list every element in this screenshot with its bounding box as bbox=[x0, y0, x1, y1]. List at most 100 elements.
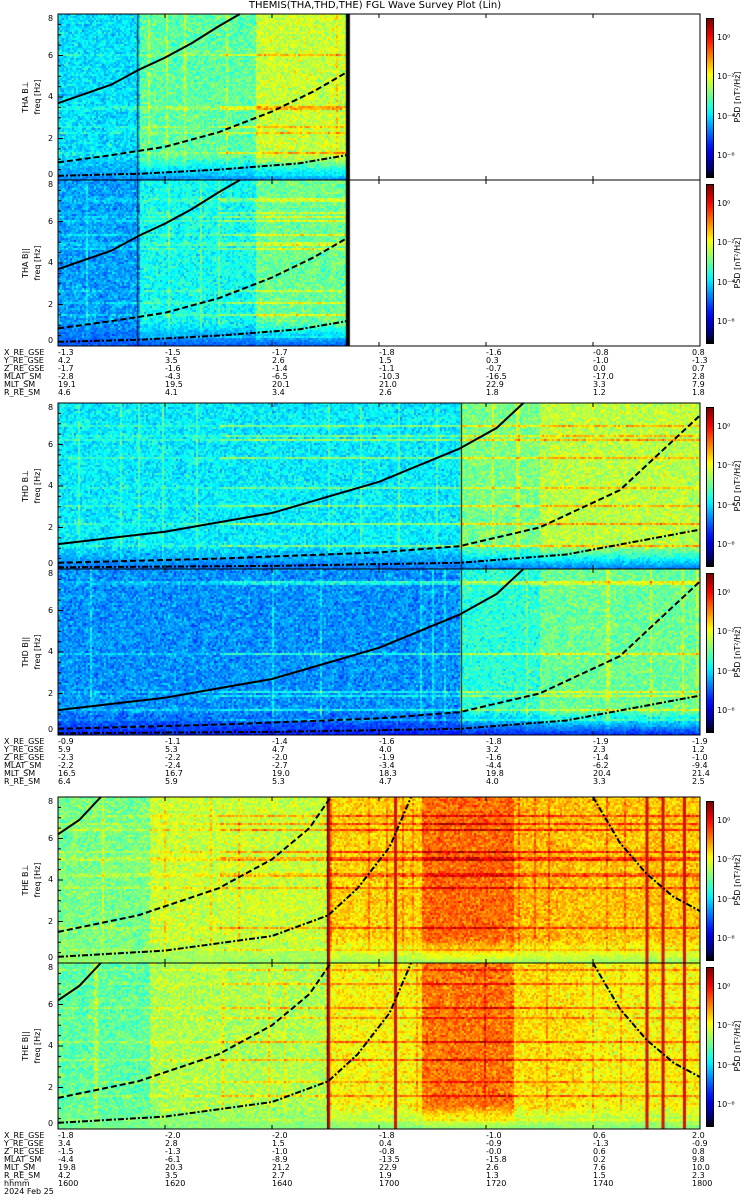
ephemeris-value: -1.0 bbox=[593, 356, 609, 365]
ephemeris-value: 19.8 bbox=[486, 769, 504, 778]
ephemeris-label: MLT_SM bbox=[4, 1163, 36, 1172]
ephemeris-value: 2.6 bbox=[486, 1163, 499, 1172]
ephemeris-value: -1.5 bbox=[165, 348, 181, 357]
colorbar-tick-label: 10⁻⁶ bbox=[717, 151, 735, 161]
ephemeris-value: 0.3 bbox=[486, 356, 499, 365]
panel-overlay bbox=[57, 962, 701, 1130]
frequency-curve-solid bbox=[57, 568, 525, 712]
ephemeris-value: -2.7 bbox=[272, 761, 288, 770]
ephemeris-value: -1.9 bbox=[593, 737, 609, 746]
ephemeris-value: -4.4 bbox=[486, 761, 502, 770]
colorbar-tick-label: 10⁻⁴ bbox=[717, 894, 735, 904]
frequency-curve-dashdot bbox=[57, 962, 413, 1124]
panel-overlay bbox=[57, 179, 701, 347]
ephemeris-value: -1.7 bbox=[272, 348, 288, 357]
colorbar-tick-label: 10⁻⁶ bbox=[717, 317, 735, 327]
y-axis-label: freq [Hz] bbox=[33, 634, 42, 670]
ephemeris-value: -2.0 bbox=[272, 1131, 288, 1140]
ephemeris-value: -2.4 bbox=[165, 761, 181, 770]
frequency-curve-dashed bbox=[57, 71, 348, 164]
ephemeris-value: -0.8 bbox=[379, 1147, 395, 1156]
ephemeris-value: 1.8 bbox=[486, 388, 499, 397]
colorbar-label: PSD [nT²/Hz] bbox=[733, 626, 742, 678]
ephemeris-value: -10.3 bbox=[379, 372, 400, 381]
colorbar-label: PSD [nT²/Hz] bbox=[733, 237, 742, 289]
panel-overlay bbox=[57, 796, 701, 964]
colorbar-tick-label: 10⁰ bbox=[717, 198, 731, 208]
y-tick-label: 8 bbox=[48, 569, 54, 578]
y-tick-label: 4 bbox=[48, 875, 54, 884]
frequency-curve-solid bbox=[57, 402, 525, 546]
ephemeris-value: 3.3 bbox=[593, 380, 606, 389]
ephemeris-value: -4.3 bbox=[165, 372, 181, 381]
y-tick-label: 2 bbox=[48, 133, 54, 143]
ephemeris-value: -13.5 bbox=[379, 1155, 400, 1164]
ephemeris-value: 0.0 bbox=[593, 364, 606, 373]
y-axis-label: freq [Hz] bbox=[33, 79, 42, 115]
spectrogram-thd-bpar bbox=[58, 569, 700, 735]
y-tick-label: 4 bbox=[48, 1041, 54, 1050]
ephemeris-value: 19.0 bbox=[272, 769, 290, 778]
ephemeris-value: 3.3 bbox=[593, 777, 606, 786]
ephemeris-label: MLAT_SM bbox=[4, 761, 42, 770]
ephemeris-value: -6.2 bbox=[593, 761, 609, 770]
colorbar-tick-label: 10⁰ bbox=[717, 815, 731, 825]
ephemeris-label: MLAT_SM bbox=[4, 372, 42, 381]
panel-overlay bbox=[57, 402, 701, 570]
ephemeris-label: MLAT_SM bbox=[4, 1155, 42, 1164]
frequency-curve-dashdot bbox=[592, 962, 701, 1078]
plot-title: THEMIS(THA,THD,THE) FGL Wave Survey Plot… bbox=[248, 0, 502, 11]
ephemeris-value: 4.7 bbox=[379, 777, 392, 786]
spectrogram-the-bperp bbox=[58, 797, 700, 963]
colorbar-tick-label: 10⁻⁶ bbox=[717, 706, 735, 716]
ephemeris-value: 2.7 bbox=[272, 1171, 285, 1180]
ephemeris-value: 4.2 bbox=[58, 1171, 71, 1180]
spectrogram-tha-bpar bbox=[58, 180, 700, 346]
ephemeris-value: 18.3 bbox=[379, 769, 397, 778]
ephemeris-value: -0.9 bbox=[692, 1139, 708, 1148]
y-axis-label: freq [Hz] bbox=[33, 1028, 42, 1064]
ephemeris-value: 21.0 bbox=[379, 380, 397, 389]
colorbar bbox=[706, 184, 714, 344]
ephemeris-value: -1.7 bbox=[58, 364, 74, 373]
y-tick-label: 4 bbox=[48, 258, 54, 267]
y-tick-label: 2 bbox=[48, 1082, 54, 1092]
y-axis-label: freq [Hz] bbox=[33, 245, 42, 281]
y-tick-label: 8 bbox=[48, 403, 54, 412]
ephemeris-value: 3.4 bbox=[58, 1139, 71, 1148]
ephemeris-value: -1.1 bbox=[165, 737, 181, 746]
ephemeris-label: Z_RE_GSE bbox=[4, 753, 45, 762]
ephemeris-value: 0.8 bbox=[692, 1147, 705, 1156]
ephemeris-value: -1.9 bbox=[692, 737, 708, 746]
panel-label: THE B|| bbox=[21, 1031, 30, 1061]
y-tick-label: 6 bbox=[48, 999, 54, 1009]
ephemeris-value: -1.4 bbox=[272, 364, 288, 373]
ephemeris-value: 2.0 bbox=[692, 1131, 705, 1140]
colorbar-tick-label: 10⁻² bbox=[717, 627, 735, 637]
colorbar bbox=[706, 801, 714, 961]
colorbar-tick-label: 10⁻⁴ bbox=[717, 666, 735, 676]
frequency-curve-dashdot bbox=[57, 154, 348, 177]
ephemeris-value: -2.8 bbox=[58, 372, 74, 381]
ephemeris-value: 1740 bbox=[593, 1179, 614, 1188]
spectrogram-tha-bperp bbox=[58, 14, 700, 180]
ephemeris-value: 1640 bbox=[272, 1179, 293, 1188]
ephemeris-label: Y_RE_GSE bbox=[4, 356, 44, 365]
ephemeris-label: R_RE_SM bbox=[4, 388, 41, 397]
ephemeris-value: -0.0 bbox=[486, 1147, 502, 1156]
ephemeris-value: 20.3 bbox=[165, 1163, 183, 1172]
colorbar-tick-label: 10⁻⁴ bbox=[717, 277, 735, 287]
ephemeris-value: -1.4 bbox=[272, 737, 288, 746]
ephemeris-value: -1.3 bbox=[165, 1147, 181, 1156]
ephemeris-value: 1.3 bbox=[486, 1171, 499, 1180]
ephemeris-value: 21.2 bbox=[272, 1163, 290, 1172]
panel-frame bbox=[57, 962, 701, 1130]
ephemeris-value: 1.8 bbox=[692, 388, 705, 397]
ephemeris-value: 1.2 bbox=[692, 745, 705, 754]
ephemeris-label: Z_RE_GSE bbox=[4, 1147, 45, 1156]
ephemeris-value: 16.5 bbox=[58, 769, 76, 778]
frequency-curve-solid bbox=[57, 962, 102, 1002]
ephemeris-value: -15.8 bbox=[486, 1155, 507, 1164]
panel-label: THD B|| bbox=[21, 636, 30, 668]
ephemeris-value: 1.5 bbox=[379, 356, 392, 365]
